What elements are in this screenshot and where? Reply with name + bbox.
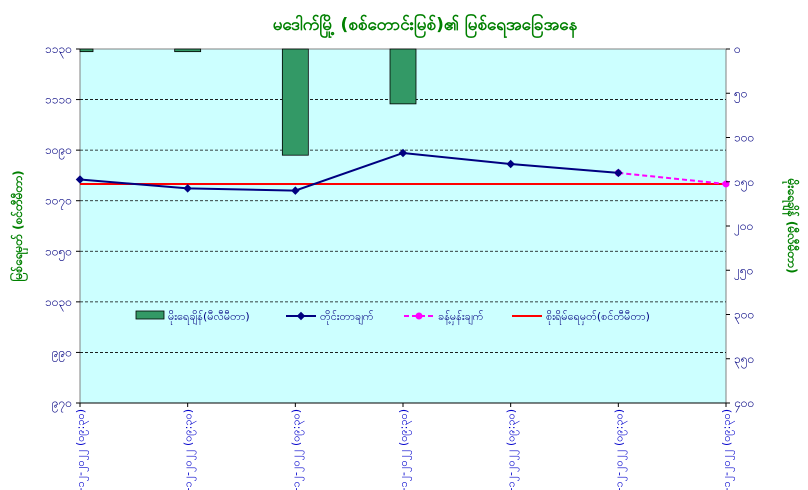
measured-point bbox=[506, 159, 515, 169]
rainfall-bar bbox=[389, 48, 417, 105]
left-tick-label: ၁၁၁၀ bbox=[45, 93, 72, 107]
left-tick-label: ၉၉၀ bbox=[52, 345, 72, 362]
legend-label-measured: တိုင်းတာချက် bbox=[320, 310, 374, 325]
measured-point bbox=[291, 186, 300, 195]
x-tick-label: ၈-၁၂-၂၀၂၂ (၀၉:၃၀) bbox=[74, 409, 89, 490]
right-tick-label: ၄၀၀ bbox=[734, 396, 754, 413]
left-tick-label: ၁၀၅၀ bbox=[45, 244, 72, 261]
legend-label-forecast: ခန့်မှန်းချက် bbox=[438, 310, 484, 325]
x-tick-label: ၉-၁၂-၂၀၂၂ (၀၉:၃၀) bbox=[182, 409, 197, 490]
plot-area bbox=[79, 48, 727, 404]
right-tick-label: ၅၀ bbox=[734, 86, 748, 103]
rainfall-bars bbox=[79, 48, 417, 156]
legend-marker-forecast bbox=[415, 312, 423, 320]
forecast-line bbox=[618, 171, 727, 185]
x-tick-label: ၁၁-၁၂-၂၀၂၂ (၀၉:၃၀) bbox=[397, 409, 412, 490]
left-tick-label: ၁၀၃၀ bbox=[45, 295, 72, 312]
legend-label-rainfall: မိုးရေချိန်(မီလီမီတာ) bbox=[168, 310, 250, 325]
legend-label-danger: စိုးရိမ်ရေမှတ်(စင်တီမီတာ) bbox=[546, 310, 650, 325]
left-tick-label: ၁၀၉၀ bbox=[45, 143, 72, 160]
right-tick-label: ၃၅၀ bbox=[734, 352, 754, 369]
right-tick-label: ၁၀၀ bbox=[734, 131, 754, 145]
rainfall-bar bbox=[281, 48, 309, 156]
x-tick-label: ၁၀-၁၂-၂၀၂၂ (၀၉:၃၀) bbox=[289, 409, 304, 490]
measured-line bbox=[79, 151, 619, 192]
left-tick-label: ၁၀၇၀ bbox=[45, 194, 72, 211]
chart-title: မဒေါက်မြို့ (စစ်တောင်းမြစ်)၏ မြစ်ရေအခြေအ… bbox=[273, 12, 578, 39]
legend-marker-measured bbox=[296, 311, 306, 321]
right-tick-label: ၁၅၀ bbox=[734, 175, 754, 192]
rainfall-bar bbox=[174, 48, 202, 53]
measured-point bbox=[398, 148, 408, 158]
right-tick-label: ၃၀၀ bbox=[734, 308, 754, 325]
right-tick-label: ၂၅၀ bbox=[734, 263, 753, 280]
x-tick-label: ၁၂-၁၂-၂၀၂၂ (၀၉:၃၀) bbox=[505, 409, 520, 490]
left-tick-label: ၉၇၀ bbox=[52, 396, 72, 413]
right-tick-label: ၂၀၀ bbox=[734, 219, 753, 236]
right-tick-label: ၀ bbox=[734, 42, 741, 56]
left-tick-label: ၁၁၃၀ bbox=[45, 42, 72, 59]
x-tick-label: ၁၃-၁၂-၂၀၂၂ (၀၉:၃၀) bbox=[612, 409, 627, 490]
y-axis-left-label: မြစ်ရေမှတ် (စင်တီမီတာ) bbox=[8, 170, 29, 281]
measured-point bbox=[183, 184, 192, 193]
rainfall-bar bbox=[79, 48, 94, 53]
legend-swatch-rainfall bbox=[135, 310, 165, 320]
x-axis-ticks: ၈-၁၂-၂၀၂၂ (၀၉:၃၀) ၉-၁၂-၂၀၂၂ (၀၉:၃၀) ၁၀-၁၂-… bbox=[74, 402, 735, 490]
legend: မိုးရေချိန်(မီလီမီတာ) တိုင်းတာချက် ခန့်မှန… bbox=[135, 310, 650, 325]
measured-point bbox=[75, 175, 85, 184]
x-tick-label: ၁၄-၁၂-၂၀၂၂ (၀၉:၃၀) bbox=[720, 409, 735, 490]
y-axis-right-label: မိုးရေချိန် (မီလီမီတာ) bbox=[781, 178, 801, 274]
